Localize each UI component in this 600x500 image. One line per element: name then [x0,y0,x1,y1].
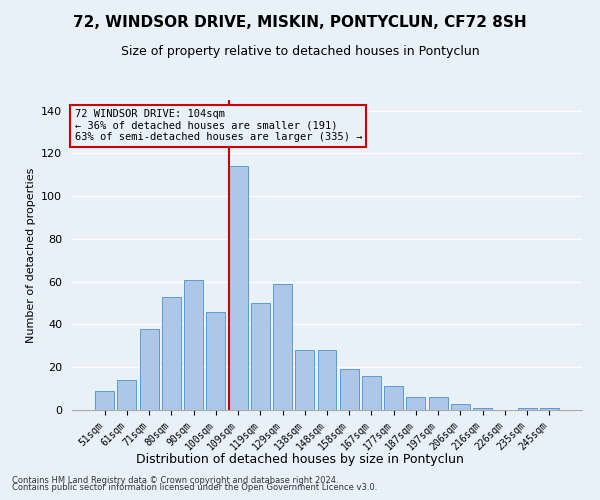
Bar [451,404,470,410]
Y-axis label: Number of detached properties: Number of detached properties [26,168,35,342]
Bar [273,284,292,410]
Bar [340,370,359,410]
Bar [406,397,425,410]
Bar [540,408,559,410]
Bar [251,303,270,410]
Bar [295,350,314,410]
Bar [118,380,136,410]
Bar [473,408,492,410]
Bar [429,397,448,410]
Text: Contains HM Land Registry data © Crown copyright and database right 2024.: Contains HM Land Registry data © Crown c… [12,476,338,485]
Text: 72, WINDSOR DRIVE, MISKIN, PONTYCLUN, CF72 8SH: 72, WINDSOR DRIVE, MISKIN, PONTYCLUN, CF… [73,15,527,30]
Text: 72 WINDSOR DRIVE: 104sqm
← 36% of detached houses are smaller (191)
63% of semi-: 72 WINDSOR DRIVE: 104sqm ← 36% of detach… [74,110,362,142]
Bar [140,329,158,410]
Text: Size of property relative to detached houses in Pontyclun: Size of property relative to detached ho… [121,45,479,58]
Bar [518,408,536,410]
Text: Distribution of detached houses by size in Pontyclun: Distribution of detached houses by size … [136,454,464,466]
Bar [95,391,114,410]
Bar [206,312,225,410]
Bar [184,280,203,410]
Bar [317,350,337,410]
Bar [162,296,181,410]
Bar [362,376,381,410]
Bar [384,386,403,410]
Bar [229,166,248,410]
Text: Contains public sector information licensed under the Open Government Licence v3: Contains public sector information licen… [12,484,377,492]
